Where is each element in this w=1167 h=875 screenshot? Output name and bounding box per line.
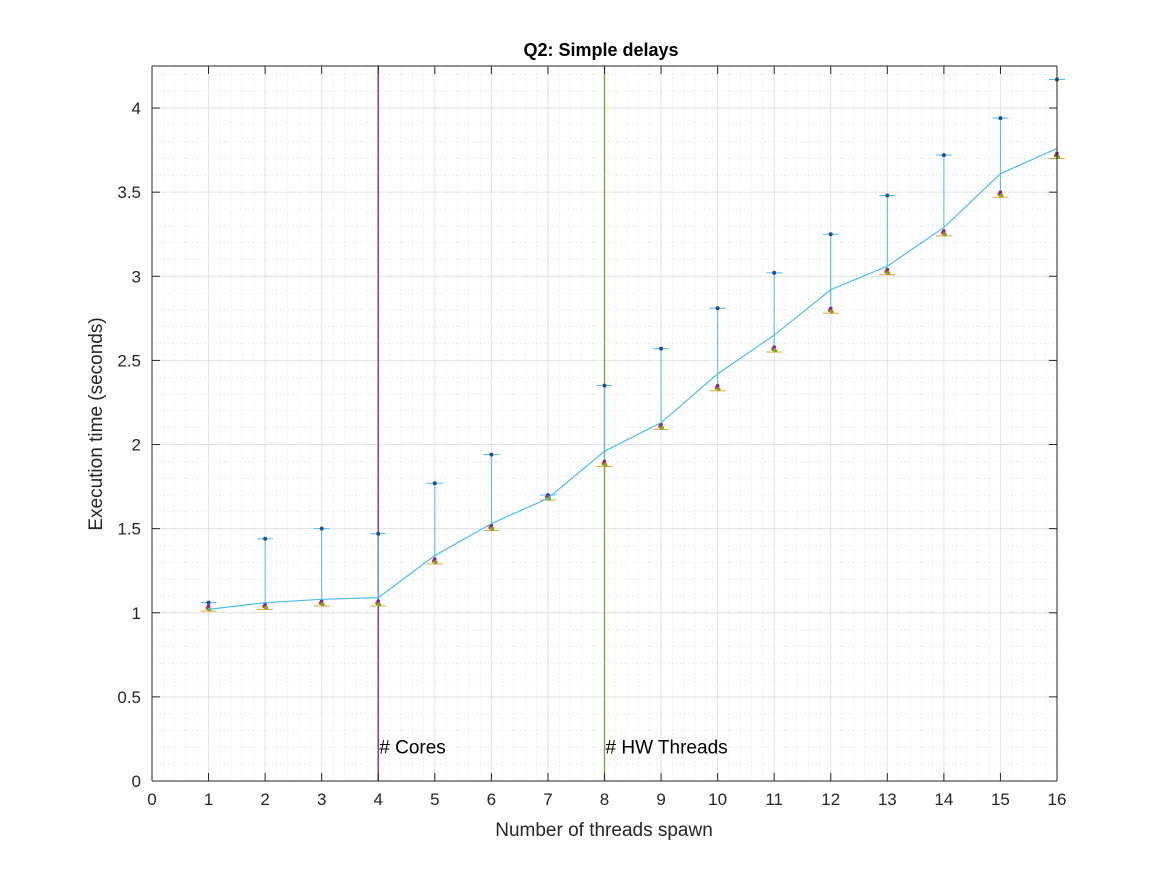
sample-point: [320, 602, 325, 607]
x-tick-label: 2: [260, 790, 269, 809]
sample-point-max: [941, 153, 946, 158]
sample-point-max: [432, 481, 437, 486]
y-tick-label: 2.5: [117, 351, 141, 370]
sample-point: [490, 526, 495, 531]
sample-point: [376, 599, 381, 603]
chart-title: Q2: Simple delays: [523, 40, 678, 60]
y-tick-label: 1.5: [117, 520, 141, 539]
sample-point: [772, 345, 776, 349]
sample-point: [377, 602, 382, 607]
x-tick-label: 4: [374, 790, 383, 809]
sample-point: [828, 306, 833, 311]
x-tick-label: 7: [543, 790, 552, 809]
axes: [151, 65, 1058, 782]
sample-point: [603, 462, 608, 467]
y-tick-label: 0.5: [117, 688, 141, 707]
y-tick-label: 1: [132, 604, 141, 623]
sample-point: [433, 557, 437, 561]
sample-point: [829, 309, 834, 314]
x-tick-label: 14: [934, 790, 953, 809]
y-tick-label: 2: [132, 436, 141, 455]
x-tick-label: 6: [487, 790, 496, 809]
sample-point-max: [715, 306, 720, 311]
sample-point-max: [828, 232, 833, 237]
tick-labels: 0 1 2 3 4 5 6 7 8 9 10 11 12 13 14 15 1600.511.522.533.5…: [117, 99, 1066, 809]
error-bars: [200, 77, 1065, 612]
y-tick-label: 0: [132, 772, 141, 791]
y-tick-label: 3.5: [117, 183, 141, 202]
x-tick-label: 11: [765, 790, 783, 809]
x-tick-label: 9: [656, 790, 665, 809]
x-tick-label: 0: [147, 790, 156, 809]
x-tick-label: 5: [430, 790, 439, 809]
y-tick-label: 3: [132, 267, 141, 286]
sample-point: [263, 602, 267, 607]
sample-point: [886, 271, 891, 276]
reference-line-label: # Cores: [379, 737, 446, 758]
x-tick-label: 15: [991, 790, 1010, 809]
sample-point: [773, 348, 778, 353]
sample-point: [206, 604, 211, 608]
reference-line-label: # HW Threads: [606, 737, 728, 758]
mean-line: [208, 147, 1058, 610]
x-tick-label: 16: [1048, 790, 1067, 809]
sample-point-max: [602, 383, 607, 388]
sample-point-max: [885, 193, 890, 198]
sample-point-max: [376, 531, 381, 536]
x-tick-label: 12: [821, 790, 840, 809]
sample-point-max: [772, 270, 777, 275]
x-axis-label: Number of threads spawn: [495, 820, 713, 841]
y-tick-label: 4: [132, 99, 141, 118]
sample-point: [660, 425, 665, 430]
sample-point-max: [319, 526, 324, 531]
sample-point: [715, 383, 720, 388]
x-tick-label: 8: [600, 790, 609, 809]
series-lines: [208, 147, 1058, 610]
sample-point: [998, 190, 1003, 195]
sample-point-max: [206, 600, 211, 605]
x-tick-label: 13: [878, 790, 897, 809]
sample-point: [885, 267, 890, 272]
sample-point: [433, 560, 438, 565]
sample-point: [546, 493, 550, 497]
x-tick-label: 1: [204, 790, 213, 809]
sample-point: [716, 387, 721, 392]
sample-point: [999, 193, 1004, 198]
sample-point: [942, 232, 947, 237]
sample-point-max: [659, 346, 664, 351]
sample-point: [602, 459, 607, 464]
sample-point: [264, 605, 269, 610]
sample-point-max: [489, 452, 494, 457]
sample-point: [942, 229, 946, 233]
y-axis-label: Execution time (seconds): [86, 317, 107, 530]
sample-point-max: [263, 536, 268, 541]
x-tick-label: 3: [317, 790, 326, 809]
sample-point-max: [998, 116, 1003, 121]
sample-point: [546, 496, 551, 501]
x-tick-label: 10: [708, 790, 727, 809]
sample-point: [319, 599, 324, 603]
